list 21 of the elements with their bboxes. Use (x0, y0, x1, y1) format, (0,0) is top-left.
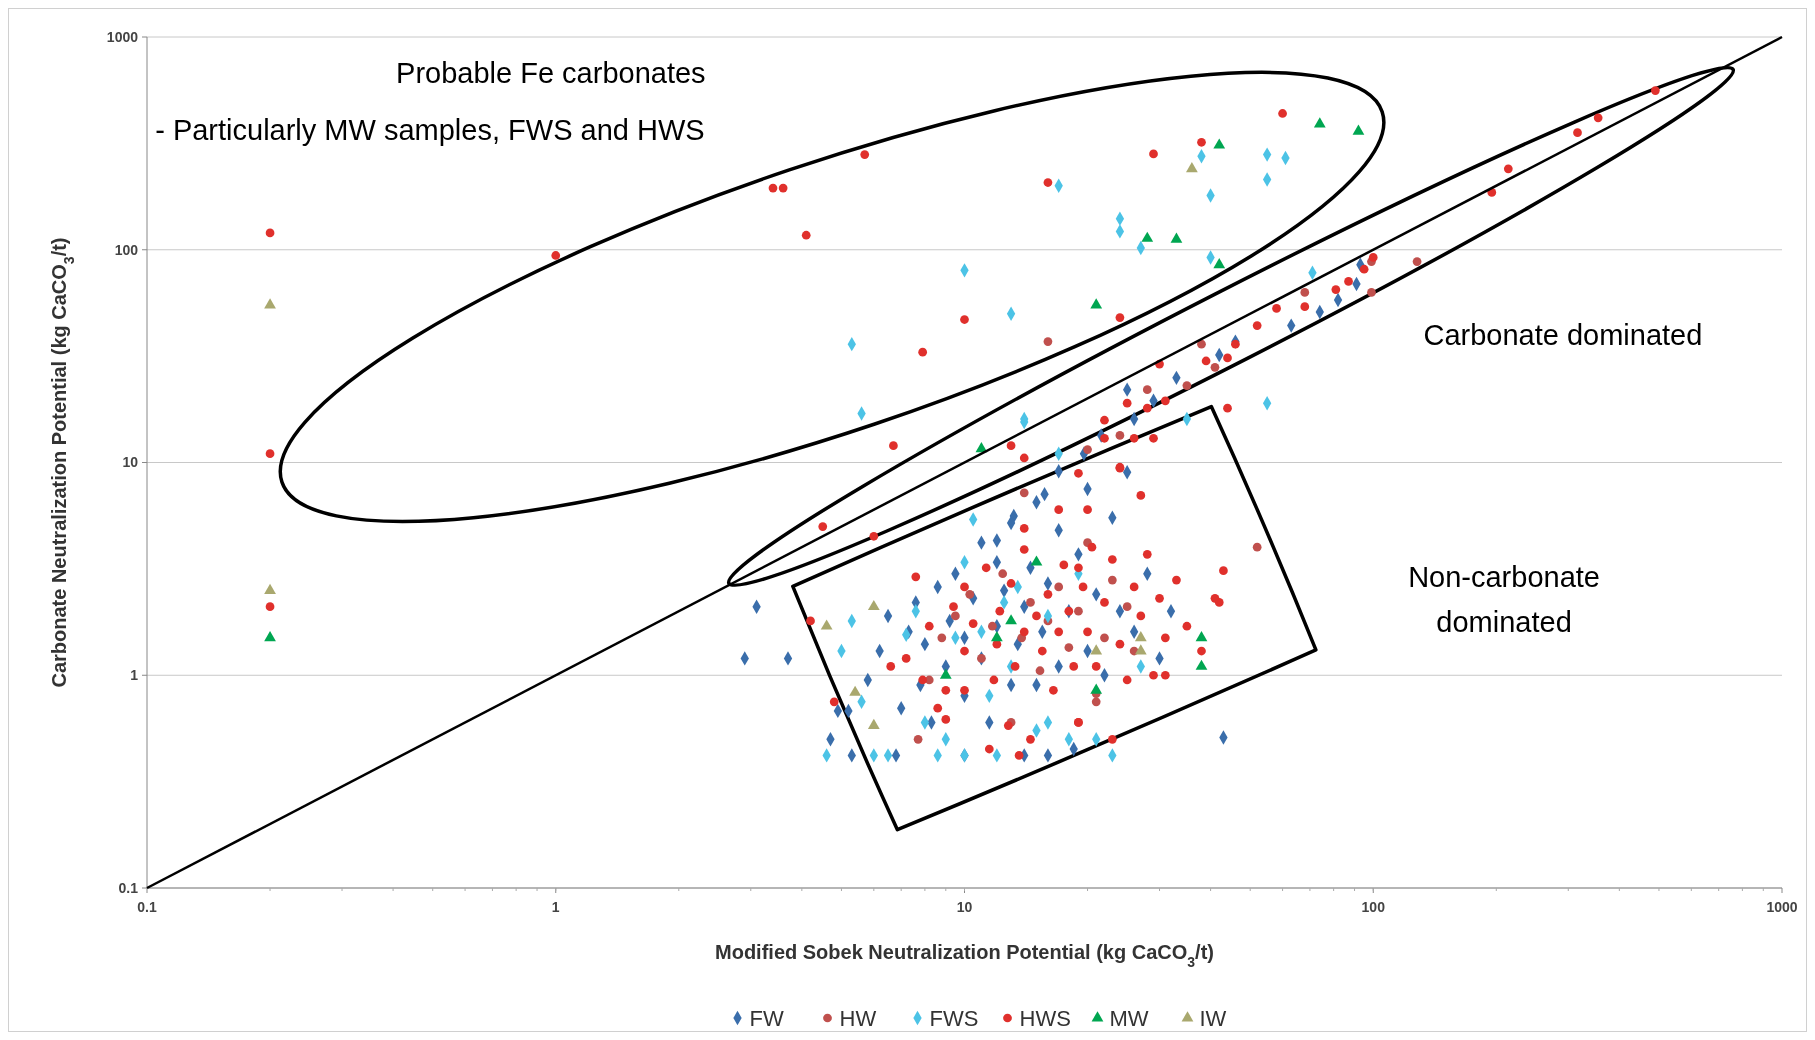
y-tick-label: 1 (130, 667, 139, 684)
legend-label: HWS (1019, 1005, 1071, 1031)
x-tick-label: 1000 (1766, 899, 1798, 915)
x-tick-label: 100 (1361, 899, 1386, 915)
legend-label: FW (749, 1005, 784, 1031)
y-tick-label: 10 (122, 454, 139, 471)
y-tick-label: 0.1 (118, 879, 139, 896)
legend-label: MW (1109, 1005, 1149, 1031)
y-tick-label: 1000 (106, 28, 139, 45)
legend-label: IW (1199, 1005, 1227, 1031)
legend-label: FWS (929, 1005, 979, 1031)
x-tick-label: 1 (551, 899, 560, 915)
y-tick-label: 100 (114, 241, 139, 258)
annotation: Carbonate dominated (1423, 318, 1703, 351)
x-tick-label: 0.1 (137, 899, 157, 915)
annotation: Probable Fe carbonates (396, 56, 706, 89)
x-axis-title: Modified Sobek Neutralization Potential (kg CaCO$_{3}$/t) (715, 941, 1214, 970)
annotation: Non-carbonate dominated (1408, 560, 1600, 638)
legend-label: HW (839, 1005, 877, 1031)
annotation: - Particularly MW samples, FWS and HWS (155, 114, 705, 147)
x-tick-label: 10 (956, 899, 973, 915)
